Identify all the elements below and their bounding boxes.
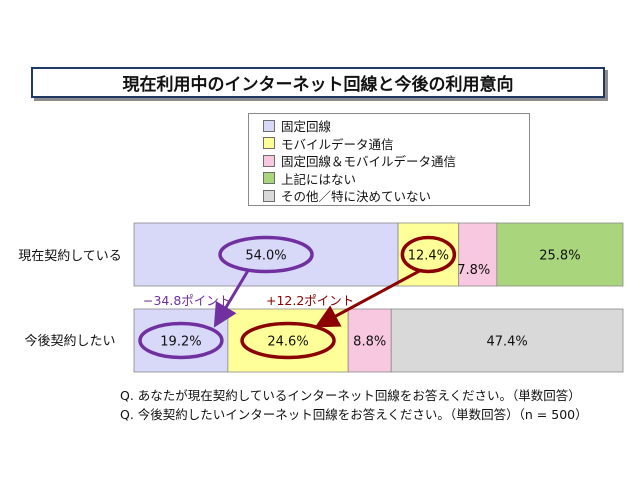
highlight-ellipse xyxy=(400,235,457,274)
bar-segment xyxy=(133,222,399,287)
data-label: 12.4% xyxy=(408,249,449,264)
legend-swatch xyxy=(263,189,275,202)
chart-title: 現在利用中のインターネット回線と今後の利用意向 xyxy=(31,67,605,98)
highlight-ellipse xyxy=(138,321,224,360)
bar-segment xyxy=(133,308,229,373)
category-label-future: 今後契約したい xyxy=(24,334,116,349)
legend-label: 上記にはない xyxy=(281,171,357,187)
highlight-ellipse xyxy=(240,321,336,360)
legend-swatch xyxy=(263,137,275,150)
legend-item: 上記にはない xyxy=(263,170,529,188)
data-label: 24.6% xyxy=(267,335,308,350)
bar-segment xyxy=(496,222,624,287)
footnote-q2: Q. 今後契約したいインターネット回線をお答えください。（単数回答）（n = 5… xyxy=(120,407,588,422)
delta-label-fixed: −34.8ポイント xyxy=(143,293,232,308)
legend-item: 固定回線 xyxy=(263,117,529,135)
data-label: 25.8% xyxy=(539,249,580,264)
trend-arrow-fixed xyxy=(213,269,250,328)
trend-arrow-mobile xyxy=(314,269,422,328)
legend-label: 固定回線 xyxy=(281,119,332,135)
legend-item: その他／特に決めていない xyxy=(263,187,529,205)
bar-segment xyxy=(390,308,624,373)
legend-item: 固定回線＆モバイルデータ通信 xyxy=(263,152,529,170)
legend-swatch xyxy=(263,119,275,132)
legend-label: その他／特に決めていない xyxy=(281,189,432,205)
bar-segment xyxy=(347,308,392,373)
data-label: 19.2% xyxy=(160,335,201,350)
legend-item: モバイルデータ通信 xyxy=(263,135,529,153)
bar-segment xyxy=(458,222,498,287)
delta-label-mobile: +12.2ポイント xyxy=(266,293,355,308)
footnote-q1: Q. あなたが現在契約しているインターネット回線をお答えください。（単数回答） xyxy=(120,388,581,403)
legend-swatch xyxy=(263,172,275,185)
category-label-current: 現在契約している xyxy=(18,249,122,264)
legend-label: 固定回線＆モバイルデータ通信 xyxy=(281,154,457,170)
data-label: 47.4% xyxy=(486,335,527,350)
legend-label: モバイルデータ通信 xyxy=(281,136,394,152)
legend-swatch xyxy=(263,154,275,167)
data-label: 7.8% xyxy=(457,263,490,278)
legend: 固定回線 モバイルデータ通信 固定回線＆モバイルデータ通信 上記にはない その他… xyxy=(248,113,530,206)
data-label: 8.8% xyxy=(353,335,386,350)
highlight-ellipse xyxy=(218,235,314,274)
data-label: 54.0% xyxy=(245,249,286,264)
